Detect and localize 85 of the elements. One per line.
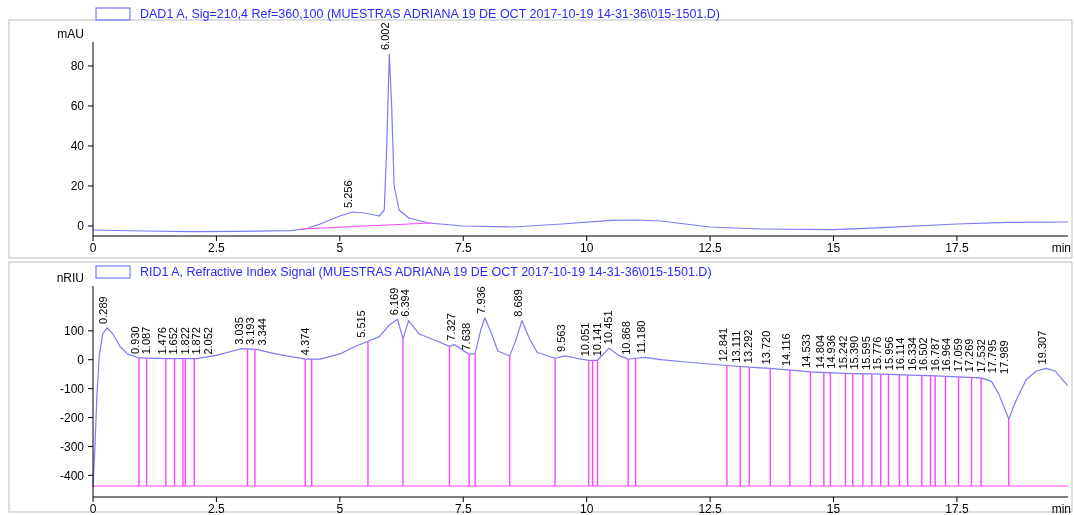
annotation: 3.344 [255, 318, 268, 346]
annotation: 13.720 [760, 330, 773, 365]
x-tick-label: 7.5 [454, 241, 472, 255]
annotation: 16.964 [940, 337, 953, 372]
annotation: 11.180 [634, 320, 647, 354]
annotation: 5.515 [355, 310, 368, 338]
y-tick-label: 60 [70, 99, 85, 114]
annotation: 9.563 [555, 324, 568, 352]
x-tick-label: 7.5 [454, 502, 472, 515]
x-axis-title: min [1051, 502, 1071, 515]
annotation: 14.936 [825, 335, 838, 369]
annotation: 5.256 [342, 180, 355, 208]
x-tick-label: 17.5 [945, 241, 969, 255]
annotation: 10.451 [602, 310, 615, 345]
y-tick-label: 0 [77, 352, 85, 367]
annotation: 1.087 [140, 326, 153, 355]
legend-label: RID1 A, Refractive Index Signal (MUESTRAS ADRIANA 19 DE OCT 2017-10-19 14-31-36\015-1501.D) [140, 265, 712, 280]
annotation: 6.394 [399, 289, 412, 317]
annotation: 15.242 [836, 335, 849, 370]
y-tick-label: 40 [70, 139, 85, 154]
y-tick-label: -100 [59, 381, 85, 396]
annotation: 15.776 [871, 336, 884, 371]
x-tick-label: 2.5 [208, 502, 226, 515]
x-tick-label: 2.5 [208, 241, 226, 255]
x-tick-label: 12.5 [698, 241, 723, 255]
annotation: 7.638 [460, 322, 473, 351]
y-axis-title: mAU [57, 27, 84, 41]
annotation: 16.334 [905, 337, 918, 371]
annotation: 17.532 [974, 339, 987, 373]
x-tick-label: 15 [826, 502, 841, 515]
annotation: 8.689 [511, 289, 524, 317]
annotation: 12.841 [716, 327, 729, 362]
annotation: 1.822 [178, 327, 191, 355]
annotation: 2.052 [201, 327, 214, 355]
legend-label: DAD1 A, Sig=210,4 Ref=360,100 (MUESTRAS ADRIANA 19 DE OCT 2017-10-19 14-31-36\015-1501.D) [140, 7, 720, 22]
annotation: 15.956 [882, 336, 895, 371]
annotation: 1.476 [155, 327, 168, 355]
annotation: 6.002 [379, 22, 392, 50]
annotation: 3.035 [232, 317, 245, 345]
x-tick-label: 12.5 [698, 502, 723, 515]
y-tick-label: -200 [59, 410, 85, 425]
annotation: 14.116 [779, 333, 792, 367]
annotation: 15.595 [859, 336, 872, 370]
annotation: 13.111 [730, 330, 743, 363]
annotation: 17.269 [963, 338, 976, 373]
annotation: 13.292 [741, 329, 754, 364]
y-tick-label: 0 [77, 219, 85, 234]
y-tick-label: -400 [59, 468, 85, 483]
x-tick-label: 0 [89, 241, 97, 255]
annotation: 17.059 [951, 338, 964, 372]
annotation: 19.307 [1036, 330, 1049, 365]
y-tick-label: 20 [70, 179, 85, 194]
y-tick-label: -300 [59, 439, 85, 454]
annotation: 14.804 [813, 334, 826, 369]
annotation: 10.868 [619, 321, 632, 355]
x-tick-label: 17.5 [945, 502, 969, 515]
annotation: 7.327 [444, 313, 457, 341]
annotation: 0.289 [97, 296, 110, 324]
y-tick-label: 100 [63, 324, 85, 338]
annotation: 15.390 [848, 335, 861, 370]
line-series [92, 53, 1069, 233]
annotation: 7.936 [474, 286, 487, 314]
x-tick-label: 5 [336, 502, 344, 515]
annotation: 16.114 [894, 337, 907, 371]
annotation: 4.374 [298, 327, 311, 356]
annotation: 16.502 [917, 337, 930, 372]
x-tick-label: 5 [336, 241, 344, 255]
annotation: 10.051 [579, 322, 592, 357]
annotation: 1.872 [190, 327, 203, 355]
annotation: 1.652 [167, 327, 180, 355]
x-tick-label: 10 [579, 241, 594, 255]
x-tick-label: 15 [826, 241, 841, 255]
annotation: 10.141 [590, 322, 603, 357]
annotation: 6.169 [387, 287, 400, 316]
y-tick-label: 80 [70, 59, 85, 74]
x-tick-label: 0 [89, 502, 97, 515]
annotation: 17.795 [986, 339, 999, 374]
annotation: 14.533 [800, 334, 813, 368]
x-axis-title: min [1051, 241, 1071, 255]
annotation: 0.930 [128, 326, 141, 354]
annotation: 16.787 [928, 337, 941, 372]
x-tick-label: 10 [579, 502, 594, 515]
annotation: 3.193 [244, 317, 257, 346]
y-axis-title: nRIU [56, 271, 84, 285]
annotation: 17.989 [997, 340, 1010, 374]
